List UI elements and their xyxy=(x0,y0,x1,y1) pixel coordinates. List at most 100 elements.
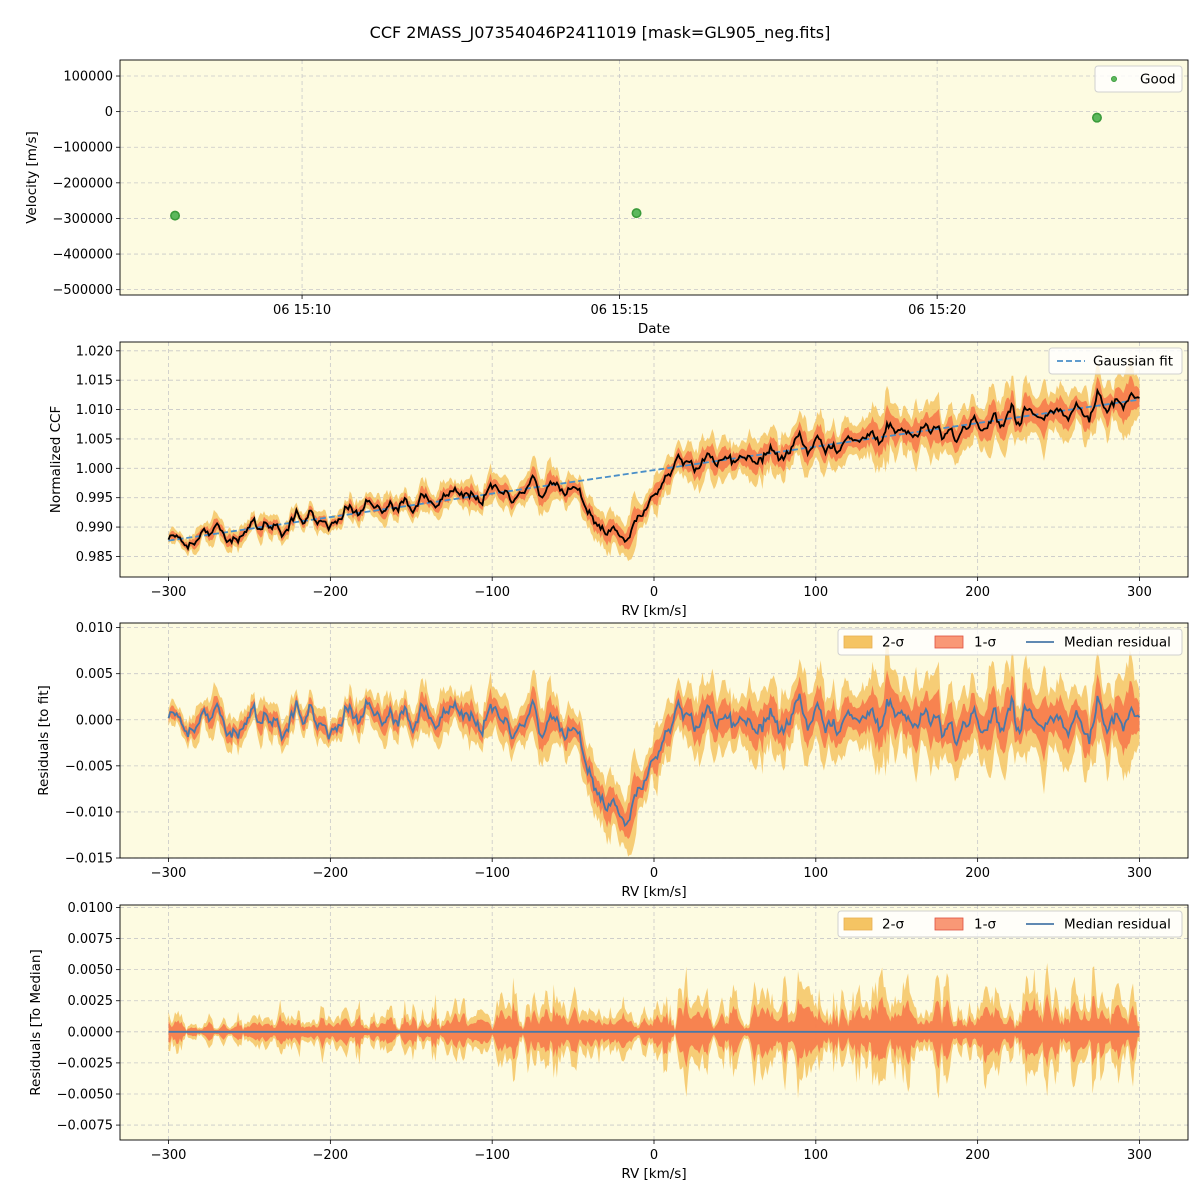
y-tick-label: −0.0075 xyxy=(57,1119,113,1134)
x-tick-label: 100 xyxy=(803,1148,828,1163)
y-tick-label: −500000 xyxy=(52,283,113,298)
legend-box xyxy=(1094,65,1183,93)
panel-1: 06 15:10 06 15:15 06 15:20 −500000 −400000 −3… xyxy=(24,59,1189,337)
x-axis-label: Date xyxy=(638,321,670,337)
data-point-good xyxy=(1091,112,1102,123)
y-tick-label: −0.0050 xyxy=(57,1087,113,1102)
legend-label-1sigma: 1-σ xyxy=(974,635,996,651)
y-tick-label: 0.0000 xyxy=(68,1025,114,1040)
legend: 2-σ 1-σ Median residual xyxy=(837,910,1183,938)
y-tick-label: −0.010 xyxy=(65,805,113,820)
y-tick-label: 1.000 xyxy=(76,462,113,477)
legend-marker-good xyxy=(1111,76,1118,83)
x-tick-label: −100 xyxy=(474,585,510,600)
y-tick-label: 0.005 xyxy=(76,667,113,682)
x-tick-label: −200 xyxy=(313,585,349,600)
y-tick-label: 0.0025 xyxy=(68,994,114,1009)
x-tick-label: −200 xyxy=(313,866,349,881)
y-tick-label: 1.005 xyxy=(76,432,113,447)
y-tick-label: −200000 xyxy=(52,176,113,191)
axes-frame xyxy=(119,904,1189,1141)
y-tick-label: 0.0075 xyxy=(68,932,114,947)
y-tick-label: 100000 xyxy=(63,70,113,85)
y-tick-label: −400000 xyxy=(52,248,113,263)
y-tick-label: 0.985 xyxy=(76,550,113,565)
legend: Good xyxy=(1094,65,1183,93)
x-tick-label: 06 15:15 xyxy=(591,303,649,318)
legend-label-1sigma: 1-σ xyxy=(974,917,996,933)
x-tick-label: −200 xyxy=(313,1148,349,1163)
y-tick-label: 0.0050 xyxy=(68,963,114,978)
panel-2: −300 −200 −100 0 100 200 300 0.985 0.990 0.995 1.0… xyxy=(48,341,1189,619)
y-tick-label: 0.0100 xyxy=(68,901,114,916)
x-axis-label: RV [km/s] xyxy=(621,603,686,619)
ccf-median-line xyxy=(167,387,1140,552)
x-tick-label: 0 xyxy=(650,1148,658,1163)
y-tick-label: 0.000 xyxy=(76,713,113,728)
panel-3: −300 −200 −100 0 100 200 300 −0.015 −0.010 −0.005… xyxy=(36,621,1189,900)
axes-frame xyxy=(119,59,1189,296)
x-axis-label: RV [km/s] xyxy=(621,1166,686,1182)
y-tick-label: 0.990 xyxy=(76,521,113,536)
x-tick-label: 06 15:10 xyxy=(273,303,331,318)
x-tick-label: 100 xyxy=(803,866,828,881)
y-tick-label: −0.015 xyxy=(65,852,113,867)
legend-label-median: Median residual xyxy=(1064,917,1171,933)
axes-frame xyxy=(119,341,1189,578)
axes-background xyxy=(120,342,1188,577)
x-tick-label: 300 xyxy=(1127,1148,1152,1163)
legend: Gaussian fit xyxy=(1048,347,1183,375)
y-tick-label: 0 xyxy=(105,105,113,120)
legend-box xyxy=(837,910,1183,938)
legend-box xyxy=(1048,347,1183,375)
y-axis-label: Normalized CCF xyxy=(48,406,64,513)
y-axis-label: Residuals [to fit] xyxy=(36,685,52,796)
x-tick-label: 06 15:20 xyxy=(908,303,966,318)
y-tick-label: −100000 xyxy=(52,141,113,156)
x-tick-label: −300 xyxy=(151,866,187,881)
x-tick-label: 200 xyxy=(965,585,990,600)
legend-label-good: Good xyxy=(1140,72,1176,88)
y-tick-label: 0.995 xyxy=(76,491,113,506)
y-tick-label: 0.010 xyxy=(76,621,113,636)
x-tick-label: −100 xyxy=(474,866,510,881)
y-tick-label: −300000 xyxy=(52,212,113,227)
y-tick-label: −0.005 xyxy=(65,759,113,774)
median-residual-line xyxy=(167,693,1141,828)
legend-label-median: Median residual xyxy=(1064,635,1171,651)
legend-label-gaussian: Gaussian fit xyxy=(1093,354,1173,370)
gaussian-fit-line xyxy=(168,398,1140,542)
axes-frame xyxy=(119,622,1189,859)
legend-label-2sigma: 2-σ xyxy=(882,917,904,933)
y-tick-label: −0.0025 xyxy=(57,1056,113,1071)
x-tick-label: −100 xyxy=(474,1148,510,1163)
x-tick-label: −300 xyxy=(151,1148,187,1163)
x-tick-label: 0 xyxy=(650,585,658,600)
y-axis-label: Residuals [To Median] xyxy=(28,949,44,1095)
panel-4: −300 −200 −100 0 100 200 300 −0.0075 −0.0050 −0.0… xyxy=(28,901,1189,1182)
legend-swatch-1sigma xyxy=(934,917,964,931)
x-tick-label: 300 xyxy=(1127,866,1152,881)
axes-background xyxy=(120,60,1188,295)
data-point-good xyxy=(170,210,181,221)
legend-swatch-2sigma xyxy=(843,635,873,649)
y-axis-label: Velocity [m/s] xyxy=(24,131,40,224)
figure-title: CCF 2MASS_J07354046P2411019 [mask=GL905_… xyxy=(370,23,831,43)
legend-swatch-2sigma xyxy=(843,917,873,931)
legend-label-2sigma: 2-σ xyxy=(882,635,904,651)
y-tick-label: 1.015 xyxy=(76,374,113,389)
y-tick-label: 1.020 xyxy=(76,344,113,359)
legend-swatch-1sigma xyxy=(934,635,964,649)
x-tick-label: 300 xyxy=(1127,585,1152,600)
y-tick-label: 1.010 xyxy=(76,403,113,418)
residual-1sigma-band xyxy=(168,670,1140,839)
legend-box xyxy=(837,628,1183,656)
x-axis-label: RV [km/s] xyxy=(621,884,686,900)
data-point-good xyxy=(631,208,642,219)
legend: 2-σ 1-σ Median residual xyxy=(837,628,1183,656)
x-tick-label: 200 xyxy=(965,1148,990,1163)
x-tick-label: −300 xyxy=(151,585,187,600)
x-tick-label: 0 xyxy=(650,866,658,881)
x-tick-label: 200 xyxy=(965,866,990,881)
